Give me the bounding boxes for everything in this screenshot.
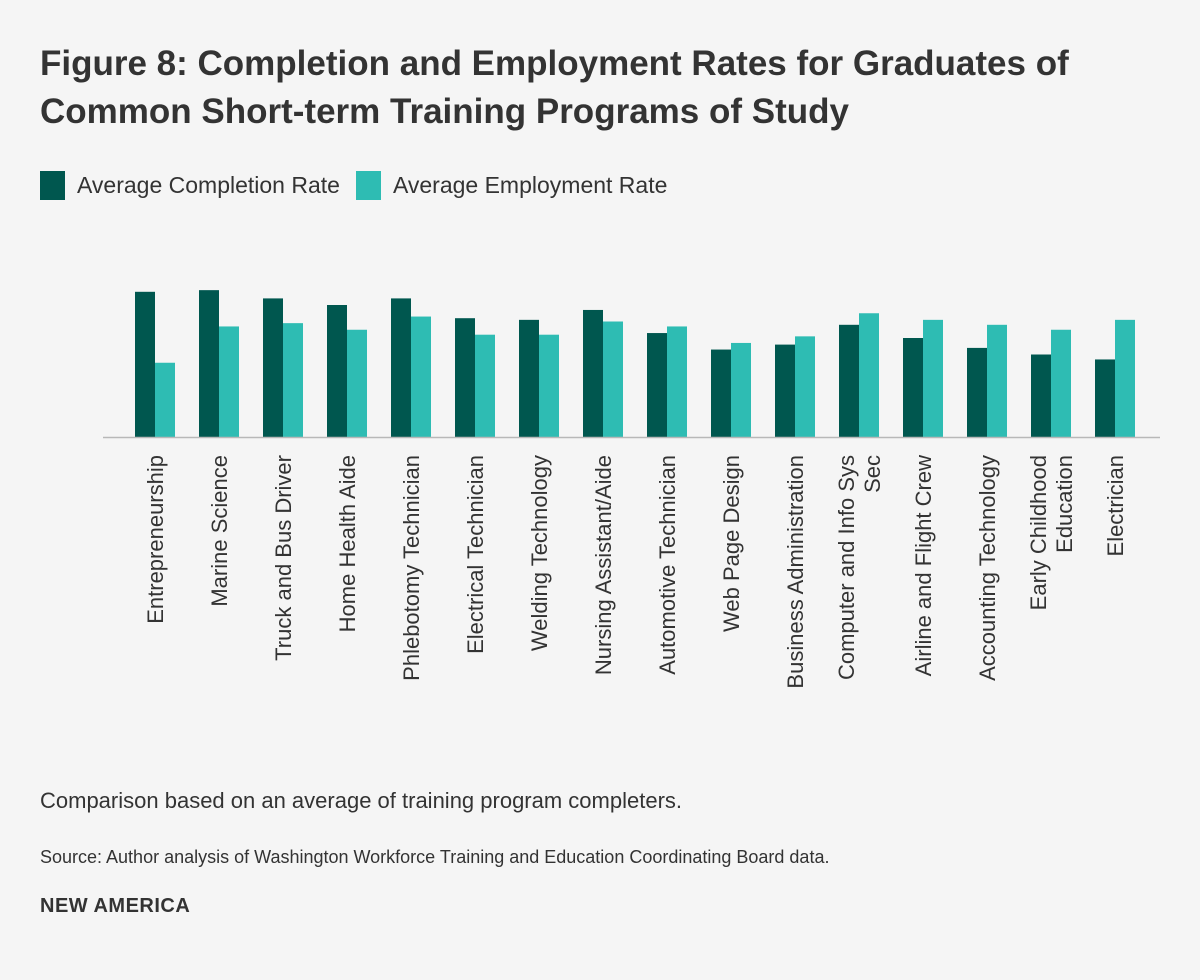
x-tick-label-13: Airline and Flight Crew xyxy=(911,455,936,676)
bar-employment-16 xyxy=(1115,319,1135,437)
bar-employment-6 xyxy=(475,334,495,437)
bar-completion-12 xyxy=(839,324,859,437)
x-tick-label-6: Electrical Technician xyxy=(463,455,488,654)
bar-employment-15 xyxy=(1051,329,1071,437)
bar-employment-10 xyxy=(731,342,751,437)
chart-caption: Comparison based on an average of traini… xyxy=(40,788,683,813)
x-tick-label-5: Phlebotomy Technician xyxy=(399,455,424,681)
brand-logo-text: NEW AMERICA xyxy=(40,895,191,917)
x-tick-label-10: Web Page Design xyxy=(719,455,744,632)
bar-completion-7 xyxy=(519,319,539,437)
bar-employment-12 xyxy=(859,313,879,437)
bar-completion-4 xyxy=(327,305,347,437)
x-tick-label-12: Computer and Info SysSec xyxy=(834,455,885,680)
bar-completion-2 xyxy=(199,290,219,437)
legend-item-completion: Average Completion Rate xyxy=(40,171,340,200)
bar-employment-5 xyxy=(411,316,431,437)
bar-employment-2 xyxy=(219,326,239,437)
x-tick-label-2: Marine Science xyxy=(207,455,232,607)
legend-swatch-completion xyxy=(40,171,65,200)
legend-swatch-employment xyxy=(355,171,381,200)
x-tick-label-11: Business Administration xyxy=(783,455,808,689)
bar-employment-3 xyxy=(283,323,303,437)
x-tick-label-15: Early ChildhoodEducation xyxy=(1026,455,1077,610)
x-tick-label-16: Electrician xyxy=(1103,455,1128,556)
bar-employment-14 xyxy=(987,324,1007,437)
x-tick-label-3: Truck and Bus Driver xyxy=(271,455,296,661)
legend-item-employment: Average Employment Rate xyxy=(355,171,668,200)
bar-completion-3 xyxy=(263,298,283,437)
bar-employment-7 xyxy=(539,334,559,437)
legend-label-employment: Average Employment Rate xyxy=(392,172,668,198)
bar-completion-11 xyxy=(775,344,795,437)
x-tick-label-1: Entrepreneurship xyxy=(143,455,168,624)
bar-completion-6 xyxy=(455,318,475,437)
bar-employment-1 xyxy=(155,362,175,437)
bar-completion-14 xyxy=(967,347,987,437)
x-tick-label-8: Nursing Assistant/Aide xyxy=(591,455,616,675)
legend-label-completion: Average Completion Rate xyxy=(77,172,340,198)
bar-completion-16 xyxy=(1095,359,1115,437)
bar-employment-11 xyxy=(795,336,815,437)
chart-title: Figure 8: Completion and Employment Rate… xyxy=(40,44,1069,131)
x-tick-label-9: Automotive Technician xyxy=(655,455,680,675)
bar-completion-13 xyxy=(903,338,923,437)
x-tick-label-7: Welding Technology xyxy=(527,455,552,651)
bar-completion-8 xyxy=(583,309,603,437)
bar-employment-13 xyxy=(923,319,943,437)
bar-completion-5 xyxy=(391,298,411,437)
bar-completion-10 xyxy=(711,349,731,437)
bar-completion-1 xyxy=(135,291,155,437)
chart-legend: Average Completion Rate Average Employme… xyxy=(40,171,683,200)
bar-employment-9 xyxy=(667,326,687,437)
x-tick-label-4: Home Health Aide xyxy=(335,455,360,632)
bar-employment-4 xyxy=(347,329,367,437)
bar-completion-9 xyxy=(647,333,667,437)
x-tick-label-14: Accounting Technology xyxy=(975,455,1000,681)
bar-employment-8 xyxy=(603,321,623,437)
bar-completion-15 xyxy=(1031,354,1051,437)
chart-source: Source: Author analysis of Washington Wo… xyxy=(40,847,830,867)
